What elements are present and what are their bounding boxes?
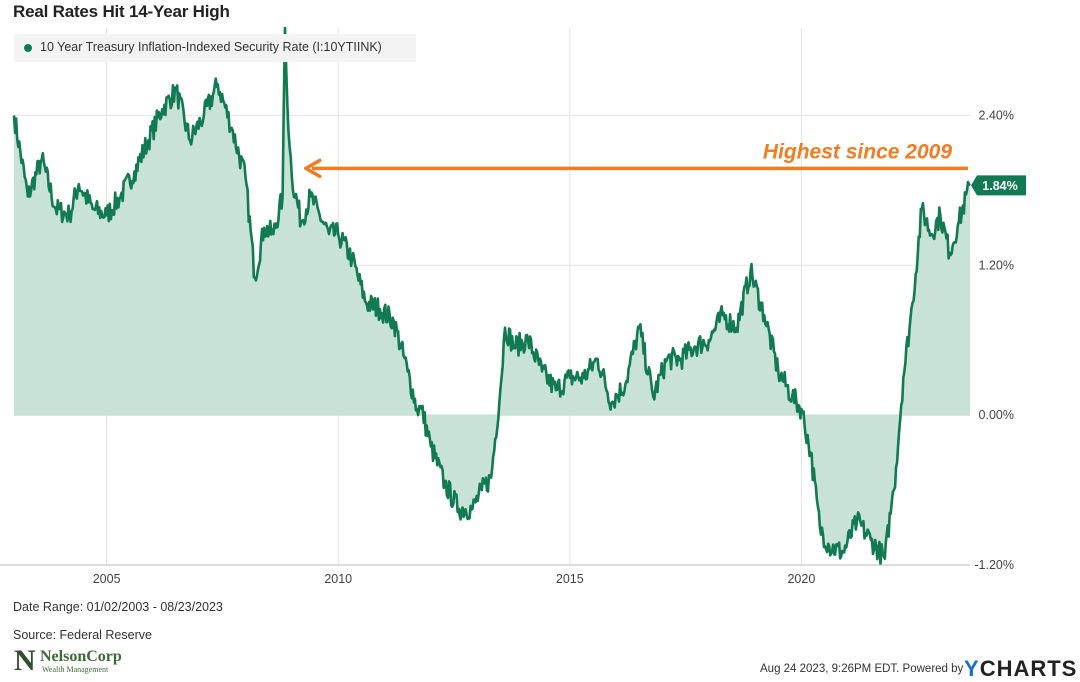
y-tick-label-1: 1.20% (979, 258, 1014, 272)
x-tick-labels: 2005 2010 2015 2020 (93, 572, 816, 586)
y-tick-labels: 2.40% 1.20% 0.00% -1.20% (974, 108, 1014, 572)
legend-label: 10 Year Treasury Inflation-Indexed Secur… (40, 40, 382, 54)
chart-svg: 2005 2010 2015 2020 2.40% 1.20% 0.00% -1.20% H… (0, 26, 1026, 586)
last-value-label: 1.84% (982, 179, 1017, 193)
date-range-text: Date Range: 01/02/2003 - 08/23/2023 (13, 600, 223, 614)
series-area-fill (14, 28, 970, 564)
y-tick-label-0: 2.40% (979, 108, 1014, 122)
footer-timestamp: Aug 24 2023, 9:26PM EDT. Powered by (760, 663, 964, 675)
brand-y: Y (964, 656, 980, 681)
legend-marker (24, 44, 32, 52)
logo-subtitle: Wealth Management (42, 665, 109, 674)
y-tick-label-3: -1.20% (974, 558, 1014, 572)
legend: 10 Year Treasury Inflation-Indexed Secur… (14, 34, 416, 62)
source-text: Source: Federal Reserve (13, 628, 152, 642)
series-line (12, 26, 971, 566)
brand-rest: CHARTS (979, 656, 1078, 681)
y-tick-label-2: 0.00% (979, 408, 1014, 422)
chart-title: Real Rates Hit 14-Year High (13, 2, 230, 21)
ycharts-brand: YCHARTS (964, 656, 1077, 682)
nelsoncorp-logo: N NelsonCorp Wealth Management (14, 646, 132, 675)
x-tick-label-0: 2005 (93, 572, 121, 586)
last-value-badge (971, 175, 1026, 196)
logo-n-mark: N (14, 646, 36, 675)
last-value-group: 1.84% (971, 175, 1026, 196)
x-tick-label-3: 2020 (787, 572, 815, 586)
logo-name: NelsonCorp (40, 648, 122, 665)
annotation-arrow-head (304, 158, 322, 179)
annotation-text: Highest since 2009 (763, 140, 952, 163)
x-tick-label-2: 2015 (556, 572, 584, 586)
annotation-group: Highest since 2009 (304, 140, 968, 179)
x-tick-label-1: 2010 (324, 572, 352, 586)
